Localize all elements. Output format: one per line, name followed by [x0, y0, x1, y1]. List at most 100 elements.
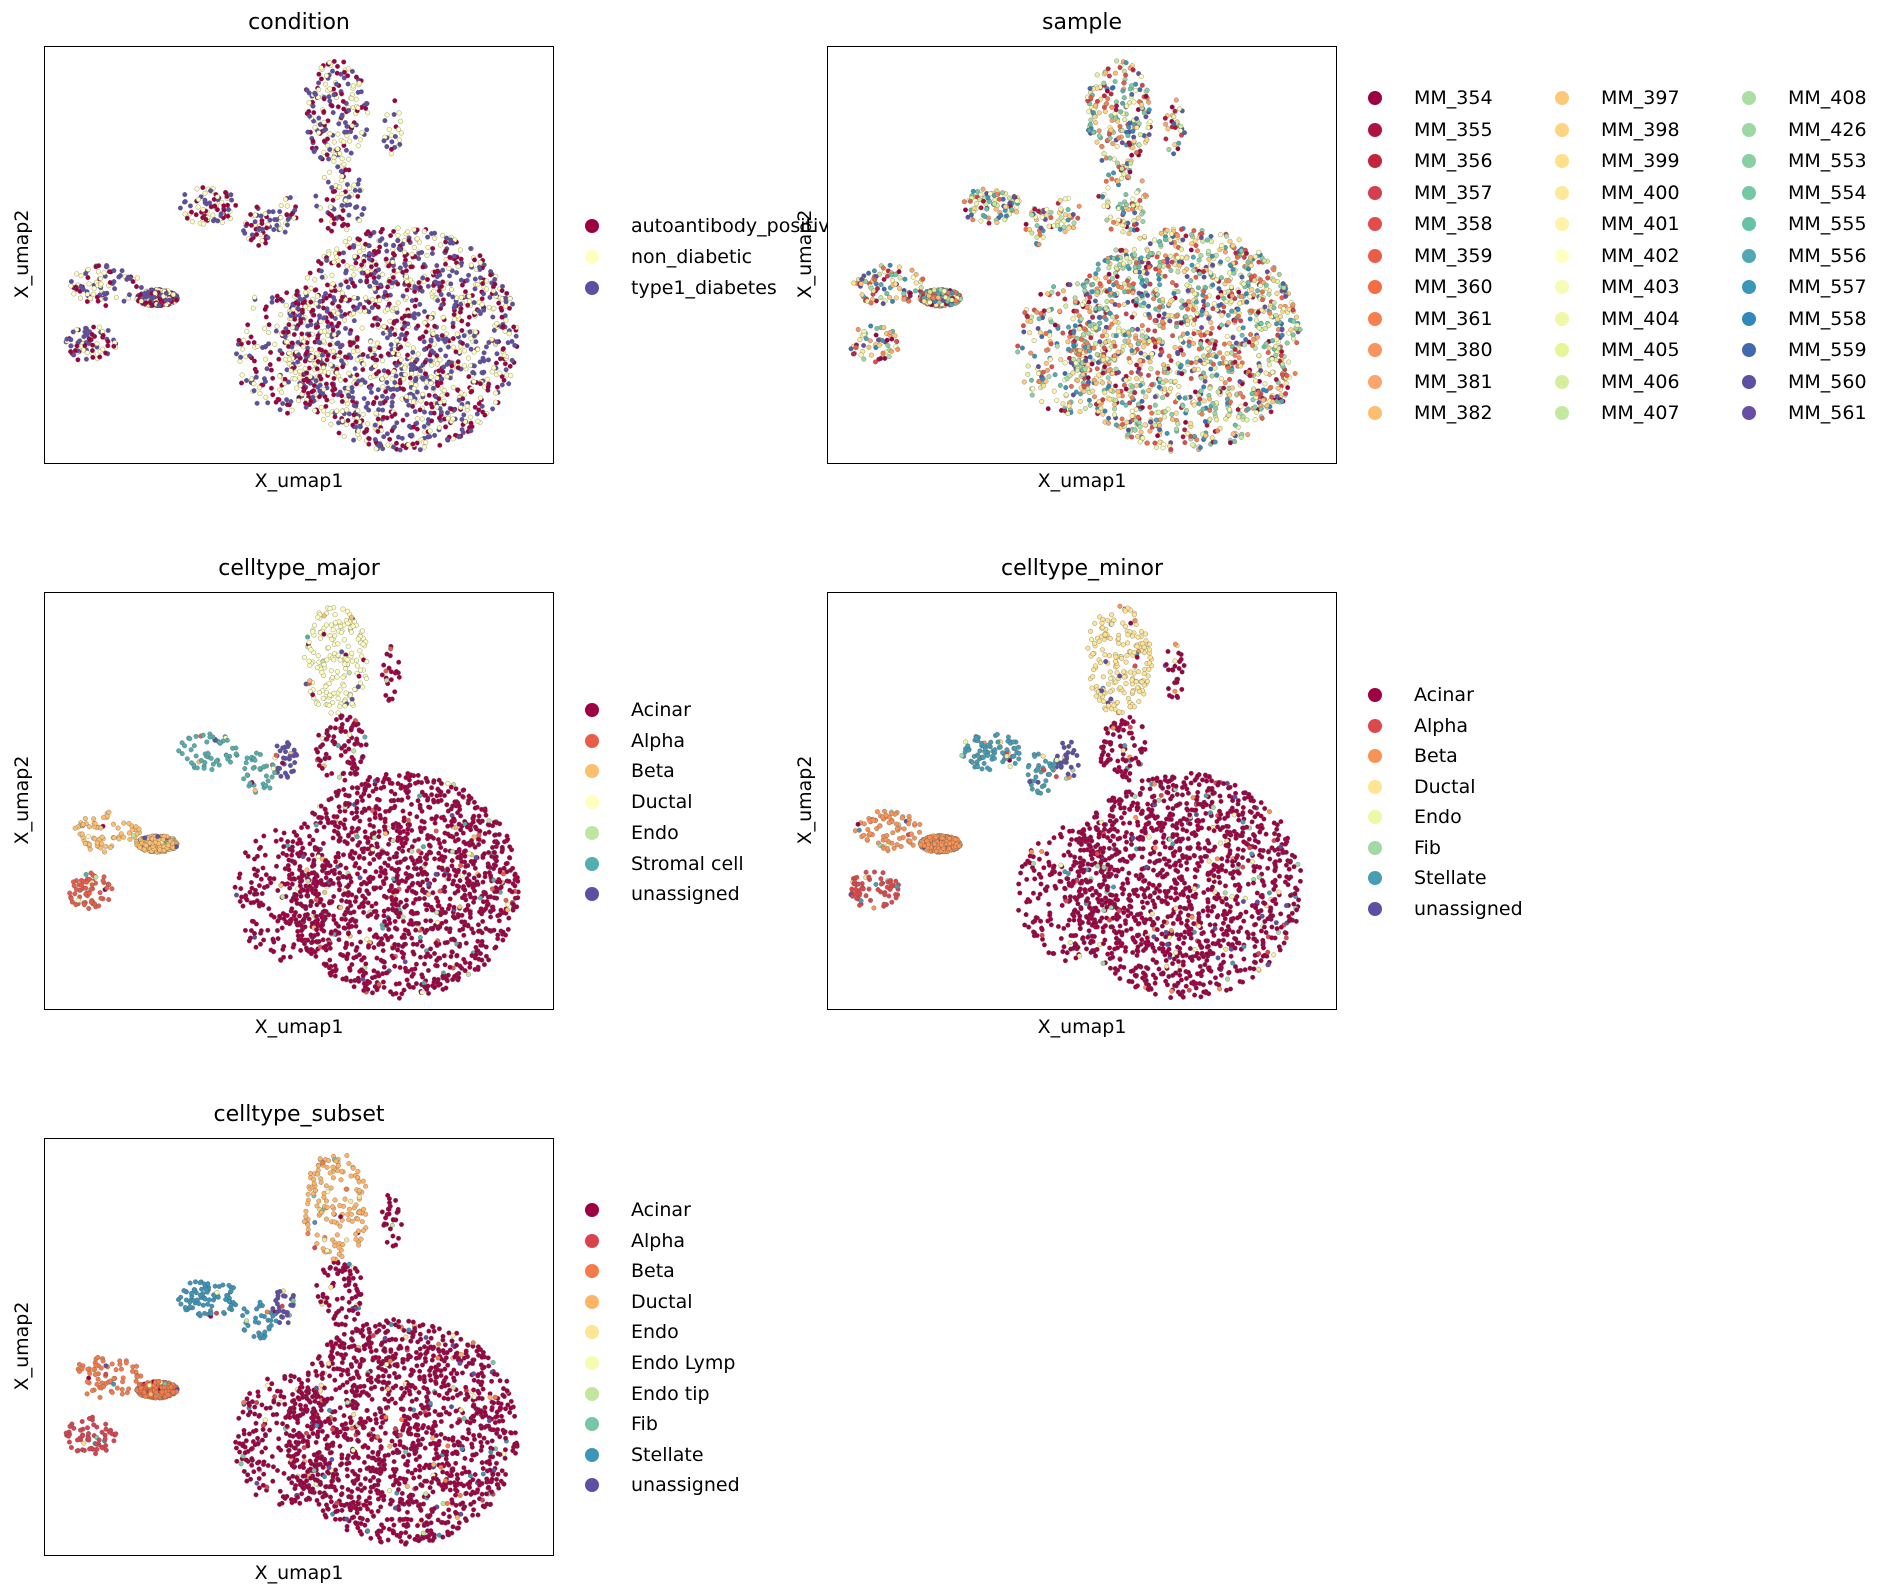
data-point	[1256, 325, 1262, 331]
data-point	[508, 373, 514, 379]
data-point	[355, 408, 361, 413]
data-point	[460, 340, 466, 346]
data-point	[1071, 329, 1077, 335]
data-point	[1232, 318, 1238, 324]
data-point	[450, 294, 456, 300]
data-point	[444, 374, 450, 380]
data-point	[1147, 281, 1153, 287]
data-point	[1169, 104, 1175, 110]
data-point	[331, 259, 337, 265]
data-point	[332, 316, 338, 321]
data-point	[1188, 303, 1193, 309]
data-point	[1077, 348, 1083, 353]
data-point	[349, 385, 355, 391]
data-point	[286, 344, 291, 349]
data-point	[1181, 269, 1187, 274]
data-point	[383, 373, 389, 379]
data-point	[369, 296, 375, 302]
data-point	[330, 281, 336, 287]
data-point	[413, 375, 419, 381]
data-point	[1120, 100, 1126, 106]
data-point	[229, 197, 235, 203]
data-point	[1054, 397, 1060, 403]
data-point	[1286, 359, 1292, 365]
data-point	[1039, 214, 1045, 220]
data-point	[1125, 133, 1131, 139]
data-point	[1294, 314, 1299, 320]
data-point	[384, 431, 390, 437]
data-point	[1140, 219, 1146, 224]
data-point	[1029, 392, 1035, 398]
data-point	[998, 213, 1004, 218]
data-point	[449, 268, 455, 274]
data-point	[313, 301, 319, 307]
data-point	[1215, 294, 1221, 300]
data-point	[345, 418, 351, 423]
data-point	[381, 138, 387, 144]
data-point	[1133, 87, 1139, 93]
data-point	[426, 392, 432, 398]
data-point	[397, 265, 403, 271]
data-point	[1239, 332, 1245, 338]
data-point	[285, 329, 291, 335]
data-point	[1100, 194, 1106, 200]
data-point	[484, 278, 490, 284]
data-point	[458, 405, 464, 411]
data-point	[1161, 414, 1167, 420]
data-point	[321, 408, 327, 414]
data-point	[1168, 268, 1174, 273]
data-point	[1263, 370, 1269, 376]
data-point	[1180, 331, 1186, 337]
data-point	[1256, 363, 1262, 369]
data-point	[1092, 298, 1098, 304]
data-point	[376, 274, 382, 280]
data-point	[416, 250, 422, 256]
data-point	[371, 399, 377, 405]
data-point	[1214, 372, 1220, 378]
data-point	[337, 184, 342, 190]
data-point	[196, 197, 201, 202]
data-point	[276, 356, 282, 362]
data-point	[1285, 385, 1291, 391]
data-point	[278, 312, 284, 318]
data-point	[392, 332, 398, 337]
data-point	[1104, 88, 1110, 94]
data-point	[321, 416, 327, 422]
data-point	[85, 291, 90, 297]
data-point	[85, 267, 91, 272]
data-point	[450, 436, 456, 442]
data-point	[441, 388, 447, 394]
data-point	[425, 234, 431, 240]
data-point	[1207, 270, 1213, 276]
data-point	[1175, 255, 1181, 261]
data-point	[1087, 86, 1093, 91]
data-point	[1239, 274, 1245, 280]
data-point	[1155, 433, 1161, 439]
data-point	[91, 324, 97, 330]
data-point	[892, 281, 898, 287]
data-point	[1271, 267, 1277, 273]
data-point	[425, 420, 431, 426]
data-point	[1103, 178, 1109, 184]
data-point	[339, 202, 345, 208]
data-point	[867, 338, 873, 344]
data-point	[1083, 358, 1089, 364]
data-point	[1066, 225, 1072, 231]
data-point	[101, 291, 107, 297]
data-point	[884, 337, 890, 343]
data-point	[428, 338, 434, 344]
data-point	[323, 403, 329, 409]
data-point	[1203, 433, 1209, 439]
data-point	[339, 294, 345, 300]
data-point	[323, 295, 329, 301]
data-point	[1099, 333, 1105, 339]
data-point	[340, 364, 346, 370]
data-point	[1146, 303, 1151, 309]
data-point	[1110, 371, 1115, 377]
data-point	[1036, 316, 1042, 322]
data-point	[1120, 88, 1126, 94]
data-point	[327, 342, 333, 348]
data-point	[361, 305, 367, 310]
data-point	[1133, 335, 1139, 341]
data-point	[1128, 370, 1134, 376]
